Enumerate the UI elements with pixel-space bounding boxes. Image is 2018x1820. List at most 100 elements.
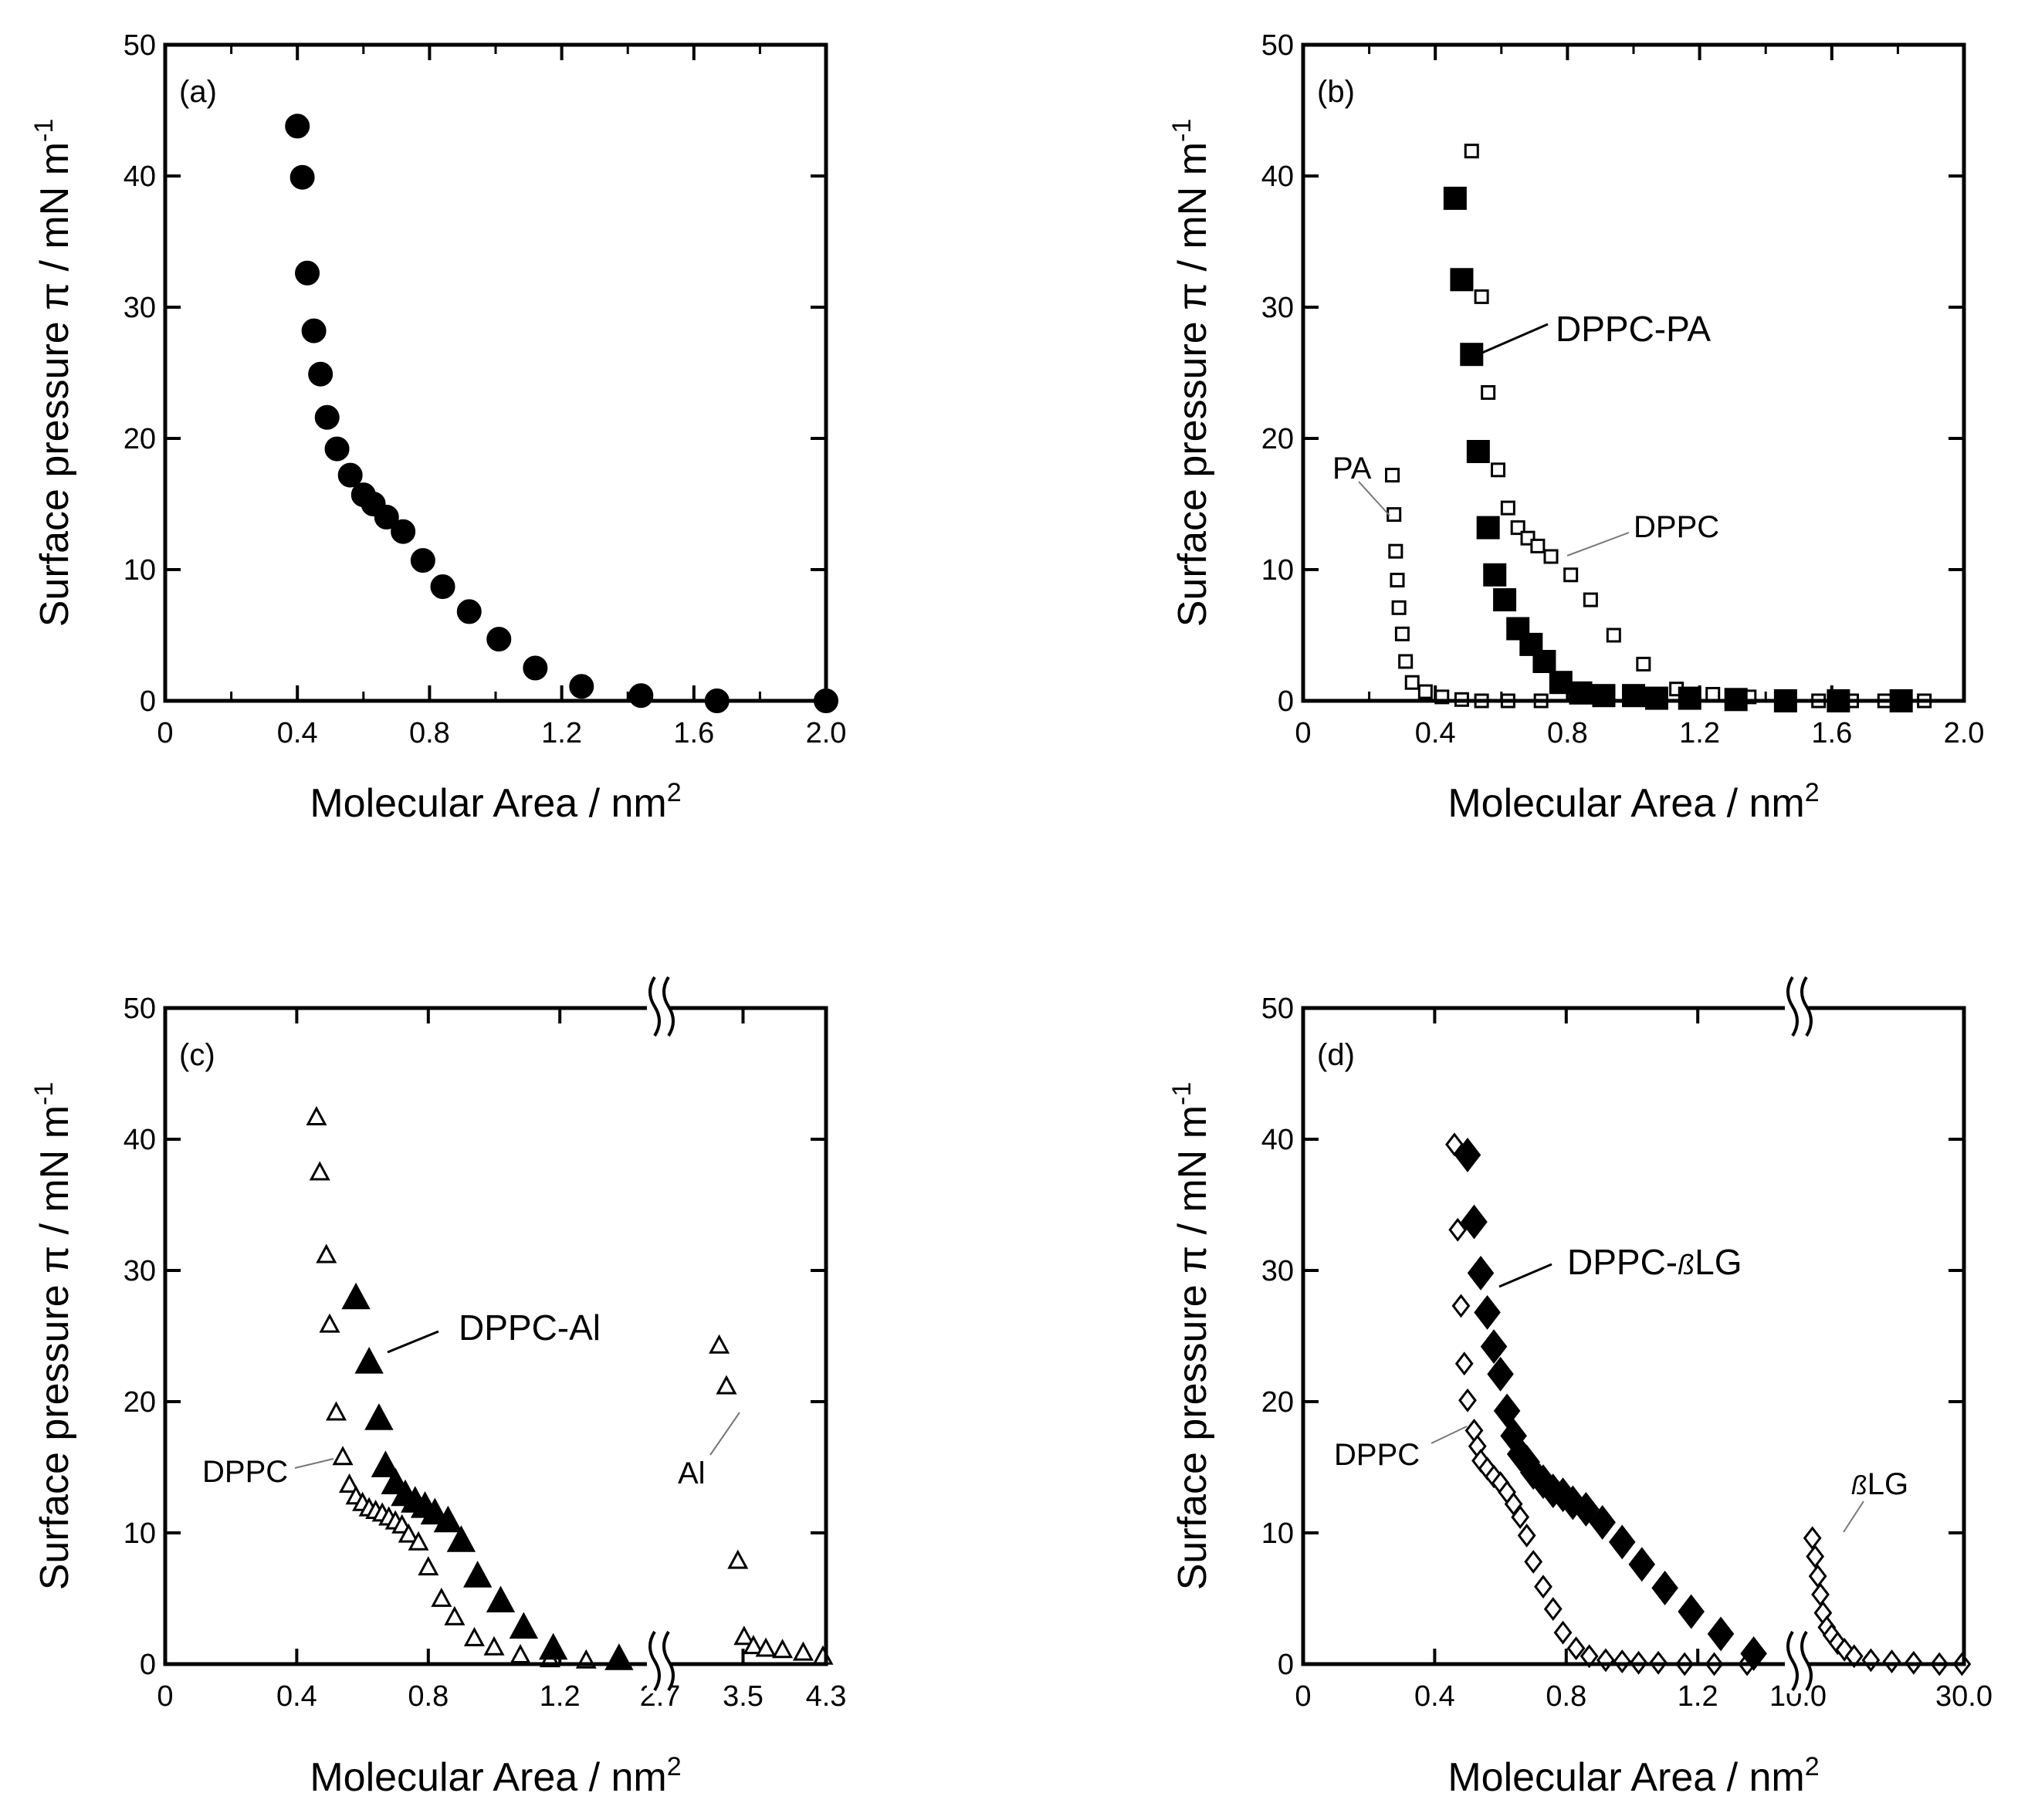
panel-a-point: [456, 599, 482, 624]
panel-b-xtick-label: 0: [1295, 717, 1311, 749]
panel-b-xtick-label: 0.8: [1547, 717, 1588, 749]
panel-b-point: [1481, 385, 1496, 400]
panel-a-xtick-label: 0: [157, 717, 173, 749]
panel-b-point: [1450, 268, 1474, 292]
panel-a-point: [391, 519, 416, 544]
panel-b-point: [1530, 538, 1546, 553]
panel-b-point: [1583, 592, 1598, 607]
panel-d-point: [1608, 1524, 1636, 1560]
panel-b-point: [1705, 687, 1721, 702]
panel-d-point: [1573, 1491, 1600, 1527]
panel-a: 0 0.4 0.8 1.2 1.6 2.0 0 10 20 30 40 50 (a) Molecula…: [29, 29, 846, 826]
panel-a-ticks: 0 0.4 0.8 1.2 1.6 2.0 0 10 20 30 40 50: [124, 29, 847, 749]
panel-d-point: [1511, 1505, 1530, 1530]
panel-b-point: [1606, 628, 1621, 643]
panel-c-point: [483, 1636, 505, 1656]
panel-d-frame: [1301, 1006, 1966, 1666]
panel-d-ytick-label: 10: [1261, 1517, 1294, 1550]
panel-a-ytick-label: 10: [124, 554, 156, 587]
panel-c-point: [510, 1643, 531, 1663]
panel-d-point: [1448, 1217, 1468, 1242]
panel-c-point: [433, 1505, 463, 1533]
panel-b-ytick-label: 20: [1261, 423, 1294, 455]
panel-a-xtick-label: 1.6: [673, 717, 714, 749]
panel-d-point: [1467, 1255, 1495, 1291]
panel-b-ytick-label: 40: [1261, 161, 1294, 193]
panel-c-ytick-label: 0: [140, 1649, 156, 1681]
panel-c-point: [486, 1585, 516, 1612]
annot-al: Al: [678, 1456, 706, 1490]
panel-d-point: [1707, 1616, 1735, 1652]
panel-d-point: [1480, 1329, 1508, 1365]
annot-dppc-al: DPPC-Al: [459, 1307, 601, 1348]
panel-b-point: [1493, 588, 1517, 612]
panel-c-ytick-label: 20: [124, 1386, 156, 1419]
panel-b-point: [1388, 543, 1403, 559]
panel-b-point: [1476, 516, 1500, 540]
panel-c-ytick-label: 10: [124, 1517, 156, 1550]
panel-c-point: [398, 1523, 419, 1543]
panel-c-series-dppc: [306, 1105, 597, 1669]
panel-d-ytick-label: 30: [1261, 1255, 1294, 1287]
annot-c-dppc: DPPC: [202, 1455, 288, 1489]
panel-a-point: [337, 462, 363, 488]
annot-dppc-blg-leader: [1498, 1263, 1552, 1288]
annot-dppc-pa: DPPC-PA: [1556, 309, 1711, 349]
annot-dppc-pa-leader: [1476, 323, 1549, 357]
panel-b-point: [1387, 507, 1402, 523]
panel-a-ytick-label: 50: [124, 29, 156, 62]
panel-b-point: [1563, 567, 1579, 583]
panel-d-xtick-label: 1.2: [1678, 1680, 1718, 1713]
panel-b-point: [1644, 686, 1668, 710]
panel-c-point: [709, 1334, 730, 1354]
panel-d-point: [1493, 1393, 1521, 1429]
panel-a-point: [324, 436, 350, 462]
panel-b-point: [1491, 462, 1506, 478]
panel-b-point: [1385, 468, 1400, 483]
panel-d-point: [1517, 1523, 1536, 1548]
panel-d-point: [1844, 1644, 1864, 1669]
panel-b-label: (b): [1317, 75, 1355, 109]
panel-d-xtick-label: 0.4: [1414, 1680, 1455, 1713]
panel-d-point: [1559, 1485, 1586, 1521]
annot-pa: PA: [1332, 452, 1372, 485]
panel-b-data: [1385, 144, 1932, 712]
panel-d-series-dppc-lg: [1454, 1137, 1767, 1671]
panel-c-point: [354, 1347, 384, 1374]
annot-blg-leader: [1843, 1500, 1864, 1533]
panel-b-ytick-label: 50: [1261, 29, 1294, 62]
panel-d-xtick-label: 30.0: [1935, 1680, 1993, 1713]
panel-c-xtick-label: 1.2: [540, 1680, 581, 1713]
panel-b-point: [1636, 656, 1651, 672]
panel-d-point: [1811, 1582, 1830, 1607]
panel-a-frame: [163, 42, 828, 703]
panel-a-point: [569, 674, 594, 699]
panel-c-point: [319, 1313, 340, 1333]
panel-a-point: [289, 164, 315, 190]
annot-d-dppc: DPPC: [1334, 1438, 1420, 1472]
panel-d-point: [1806, 1544, 1825, 1569]
panel-d-ytick-label: 40: [1261, 1124, 1294, 1156]
panel-c-point: [306, 1105, 327, 1125]
panel-d-point: [1454, 1137, 1481, 1172]
panel-b-ytick-label: 0: [1278, 685, 1294, 718]
panel-a-xtick-label: 0.8: [409, 717, 450, 749]
panel-d-point: [1740, 1636, 1767, 1671]
panel-c-point: [733, 1625, 755, 1646]
panel-c-point: [341, 1282, 371, 1310]
annot-blg: ßLG: [1851, 1467, 1908, 1501]
panel-c-point: [326, 1401, 347, 1421]
panel-a-point: [628, 683, 654, 709]
panel-d-point: [1596, 1648, 1615, 1673]
panel-a-point: [486, 627, 512, 652]
panel-a-xlabel: Molecular Area / nm2: [310, 778, 681, 826]
panel-d-series--lg: [1803, 1526, 1972, 1676]
panel-c-point: [332, 1446, 354, 1466]
panel-a-ytick-label: 30: [124, 292, 156, 324]
panel-c-ylabel: Surface pressure π / mN m-1: [29, 1082, 77, 1591]
panel-b-xtick-label: 1.2: [1679, 717, 1720, 749]
panel-d-ytick-label: 0: [1278, 1649, 1294, 1681]
